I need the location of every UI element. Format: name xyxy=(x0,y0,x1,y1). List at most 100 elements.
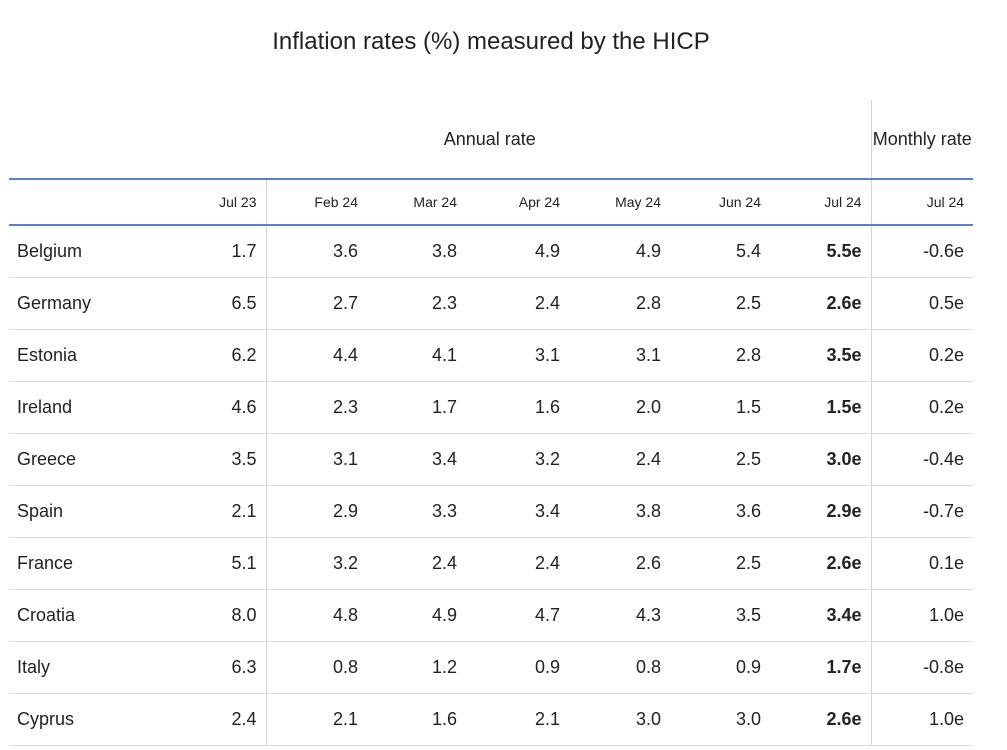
table-row: Estonia 6.2 4.4 4.1 3.1 3.1 2.8 3.5e 0.2… xyxy=(9,329,974,382)
value-cell: 2.6 xyxy=(569,537,670,590)
value-cell: 3.8 xyxy=(367,225,466,278)
value-cell: 2.0 xyxy=(569,381,670,434)
country-name: Spain xyxy=(9,485,109,538)
value-cell: 3.1 xyxy=(265,433,367,486)
value-cell: 3.2 xyxy=(265,537,367,590)
latest-value-cell: 3.0e xyxy=(770,433,872,486)
value-cell: 2.1 xyxy=(265,693,367,746)
value-cell: 2.5 xyxy=(670,433,770,486)
value-cell: 3.6 xyxy=(670,485,770,538)
value-cell: 8.0 xyxy=(109,589,266,642)
table-row: France 5.1 3.2 2.4 2.4 2.6 2.5 2.6e 0.1e xyxy=(9,537,974,590)
country-name: Greece xyxy=(9,433,109,486)
table-row: Croatia 8.0 4.8 4.9 4.7 4.3 3.5 3.4e 1.0… xyxy=(9,589,974,642)
value-cell: 5.4 xyxy=(670,225,770,278)
value-cell: 2.4 xyxy=(367,537,466,590)
country-name: Ireland xyxy=(9,381,109,434)
value-cell: 6.2 xyxy=(109,329,266,382)
country-name: Cyprus xyxy=(9,693,109,746)
value-cell: 4.9 xyxy=(466,225,569,278)
country-name: Estonia xyxy=(9,329,109,382)
month-header-jun24: Jun 24 xyxy=(670,179,770,226)
country-name: Croatia xyxy=(9,589,109,642)
latest-value-cell: 2.6e xyxy=(770,693,872,746)
value-cell: 1.7 xyxy=(367,381,466,434)
value-cell: 3.1 xyxy=(569,329,670,382)
latest-value-cell: 3.4e xyxy=(770,589,872,642)
value-cell: 2.8 xyxy=(670,329,770,382)
value-cell: 1.5 xyxy=(670,381,770,434)
latest-value-cell: 1.7e xyxy=(770,641,872,694)
value-cell: 2.4 xyxy=(109,693,266,746)
value-cell: 0.8 xyxy=(265,641,367,694)
value-cell: 3.4 xyxy=(466,485,569,538)
value-cell: 3.1 xyxy=(466,329,569,382)
value-cell: 4.4 xyxy=(265,329,367,382)
value-cell: 0.9 xyxy=(466,641,569,694)
latest-value-cell: 3.5e xyxy=(770,329,872,382)
value-cell: 1.6 xyxy=(367,693,466,746)
value-cell: 4.6 xyxy=(109,381,266,434)
value-cell: 3.8 xyxy=(569,485,670,538)
monthly-value-cell: 1.0e xyxy=(870,589,974,642)
value-cell: 2.4 xyxy=(466,277,569,330)
monthly-value-cell: 0.1e xyxy=(870,537,974,590)
country-header-cell xyxy=(9,100,109,180)
monthly-value-cell: -0.6e xyxy=(870,225,974,278)
value-cell: 6.3 xyxy=(109,641,266,694)
month-header-jul24: Jul 24 xyxy=(770,179,872,226)
monthly-value-cell: 0.2e xyxy=(870,381,974,434)
country-month-cell xyxy=(9,179,109,226)
table-row: Cyprus 2.4 2.1 1.6 2.1 3.0 3.0 2.6e 1.0e xyxy=(9,693,974,746)
latest-value-cell: 1.5e xyxy=(770,381,872,434)
country-name: Italy xyxy=(9,641,109,694)
header-group-row: Annual rate Monthly rate xyxy=(9,100,974,180)
value-cell: 3.4 xyxy=(367,433,466,486)
value-cell: 4.9 xyxy=(569,225,670,278)
monthly-value-cell: 0.2e xyxy=(870,329,974,382)
latest-value-cell: 2.6e xyxy=(770,277,872,330)
latest-value-cell: 2.6e xyxy=(770,537,872,590)
value-cell: 0.9 xyxy=(670,641,770,694)
value-cell: 4.7 xyxy=(466,589,569,642)
value-cell: 4.8 xyxy=(265,589,367,642)
table-row: Greece 3.5 3.1 3.4 3.2 2.4 2.5 3.0e -0.4… xyxy=(9,433,974,486)
value-cell: 4.1 xyxy=(367,329,466,382)
value-cell: 2.5 xyxy=(670,277,770,330)
month-header-row: Jul 23 Feb 24 Mar 24 Apr 24 May 24 Jun 2… xyxy=(9,179,974,226)
table-row: Belgium 1.7 3.6 3.8 4.9 4.9 5.4 5.5e -0.… xyxy=(9,225,974,278)
country-name: France xyxy=(9,537,109,590)
month-header-mar24: Mar 24 xyxy=(367,179,466,226)
value-cell: 1.7 xyxy=(109,225,266,278)
value-cell: 2.7 xyxy=(265,277,367,330)
value-cell: 2.5 xyxy=(670,537,770,590)
value-cell: 5.1 xyxy=(109,537,266,590)
annual-rate-header: Annual rate xyxy=(109,100,872,180)
value-cell: 3.0 xyxy=(670,693,770,746)
month-header-apr24: Apr 24 xyxy=(466,179,569,226)
value-cell: 3.3 xyxy=(367,485,466,538)
table-row: Germany 6.5 2.7 2.3 2.4 2.8 2.5 2.6e 0.5… xyxy=(9,277,974,330)
value-cell: 2.1 xyxy=(466,693,569,746)
monthly-rate-header: Monthly rate xyxy=(870,100,974,180)
monthly-value-cell: -0.7e xyxy=(870,485,974,538)
value-cell: 3.0 xyxy=(569,693,670,746)
value-cell: 6.5 xyxy=(109,277,266,330)
value-cell: 2.4 xyxy=(466,537,569,590)
table-row: Italy 6.3 0.8 1.2 0.9 0.8 0.9 1.7e -0.8e xyxy=(9,641,974,694)
monthly-value-cell: -0.4e xyxy=(870,433,974,486)
value-cell: 2.3 xyxy=(367,277,466,330)
latest-value-cell: 2.9e xyxy=(770,485,872,538)
value-cell: 2.3 xyxy=(265,381,367,434)
month-header-may24: May 24 xyxy=(569,179,670,226)
value-cell: 2.9 xyxy=(265,485,367,538)
value-cell: 3.2 xyxy=(466,433,569,486)
value-cell: 2.8 xyxy=(569,277,670,330)
country-name: Belgium xyxy=(9,225,109,278)
monthly-value-cell: -0.8e xyxy=(870,641,974,694)
month-header-monthly-jul24: Jul 24 xyxy=(870,179,974,226)
value-cell: 4.3 xyxy=(569,589,670,642)
value-cell: 1.2 xyxy=(367,641,466,694)
table-row: Ireland 4.6 2.3 1.7 1.6 2.0 1.5 1.5e 0.2… xyxy=(9,381,974,434)
country-name: Germany xyxy=(9,277,109,330)
